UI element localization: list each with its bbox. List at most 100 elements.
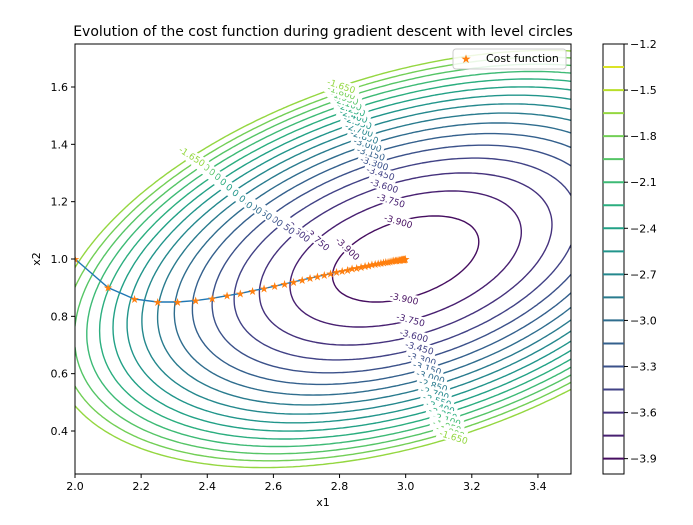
y-tick-label: 0.8: [51, 310, 69, 323]
contour-lines: [75, 49, 571, 469]
path-point: ★: [395, 254, 405, 267]
x-tick-label: 3.4: [529, 480, 547, 493]
path-point: ★: [270, 280, 280, 293]
path-point: ★: [103, 282, 113, 295]
path-point: ★: [396, 254, 406, 267]
path-point: ★: [397, 254, 407, 267]
contour-line: [86, 70, 571, 448]
contour-label-bg: [356, 152, 393, 174]
path-point: ★: [153, 296, 163, 309]
path-point: ★: [383, 256, 393, 269]
colorbar-tick-label: −2.4: [630, 222, 657, 235]
path-point: ★: [398, 253, 408, 266]
path-point: ★: [387, 255, 397, 268]
path-point: ★: [364, 259, 374, 272]
colorbar-tick-label: −2.7: [630, 268, 657, 281]
path-point: ★: [400, 253, 410, 266]
colorbar-frame: [602, 43, 625, 475]
path-point: ★: [393, 254, 403, 267]
path-point: ★: [379, 256, 389, 269]
y-tick-label: 1.6: [51, 81, 69, 94]
contour-line: [98, 78, 571, 440]
path-point: ★: [326, 268, 336, 281]
contour-label-bg: [174, 142, 210, 170]
x-tick-label: 2.4: [199, 480, 217, 493]
path-line: [75, 258, 406, 303]
colorbar-tick-label: −3.0: [630, 314, 657, 327]
y-axis-label: x2: [30, 252, 43, 266]
path-point: ★: [343, 264, 353, 277]
path-point: ★: [222, 290, 232, 303]
contour-labels: -3.900-3.900-3.900-3.750-3.750-3.750-3.6…: [174, 75, 472, 447]
x-axis-label: x1: [316, 496, 330, 509]
y-tick-label: 0.4: [51, 425, 69, 438]
path-point: ★: [392, 254, 402, 267]
path-point: ★: [332, 266, 342, 279]
colorbar-tick-label: −1.5: [630, 84, 657, 97]
colorbar-tick-label: −1.8: [630, 130, 657, 143]
path-point: ★: [356, 261, 366, 274]
contour-label-bg: [386, 289, 422, 308]
contour-label-bg: [435, 426, 472, 447]
path-point: ★: [248, 285, 258, 298]
path-point: ★: [367, 259, 377, 272]
path-point: ★: [173, 296, 183, 309]
y-tick-label: 1.0: [51, 253, 69, 266]
contour-label-bg: [396, 325, 432, 346]
y-axis-ticks: 0.4 0.6 0.8 1.0 1.2 1.4 1.6: [51, 81, 75, 438]
path-point: ★: [337, 265, 347, 278]
x-tick-label: 2.0: [66, 480, 84, 493]
contour-line: [75, 63, 571, 455]
contour-line: [233, 157, 571, 361]
contour-line: [191, 132, 571, 386]
colorbar-level-lines: [603, 66, 624, 460]
legend-entry-label: Cost function: [486, 52, 559, 65]
contour-label-bg: [392, 310, 429, 330]
contour-line: [75, 56, 571, 462]
contour-label: -3.900: [389, 292, 420, 308]
legend-marker-star: ★: [461, 52, 472, 66]
legend-box: [452, 48, 567, 70]
path-point: ★: [207, 292, 217, 305]
contour-line: [75, 49, 571, 469]
y-tick-label: 1.2: [51, 196, 69, 209]
path-point: ★: [319, 269, 329, 282]
path-point: ★: [399, 253, 409, 266]
chart-title: Evolution of the cost function during gr…: [73, 24, 573, 40]
colorbar-tick-label: −1.2: [630, 38, 657, 51]
colorbar-tick-label: −3.9: [630, 453, 657, 466]
path-point: ★: [280, 278, 290, 291]
path-point: ★: [130, 293, 140, 306]
contour-label-bg: [331, 232, 364, 265]
path-point: ★: [390, 254, 400, 267]
path-point: ★: [259, 283, 269, 296]
y-tick-label: 1.4: [51, 138, 69, 151]
path-point: ★: [381, 256, 391, 269]
contour-label-bg: [380, 210, 417, 232]
colorbar-ticks: −1.2 −1.5 −1.8 −2.1 −2.4 −2.7 −3.0 −3.3 −3.6 −3.9: [624, 38, 657, 466]
contour-label-group: -3.750: [392, 310, 429, 330]
path-point: ★: [373, 258, 383, 271]
path-point: ★: [400, 253, 410, 266]
contour-label-bg: [373, 190, 409, 211]
path-point: ★: [394, 254, 404, 267]
x-tick-label: 3.0: [397, 480, 415, 493]
x-tick-label: 3.2: [463, 480, 481, 493]
contour-line: [258, 172, 553, 346]
path-point: ★: [289, 276, 299, 289]
path-point: ★: [191, 295, 201, 308]
contour-line: [112, 86, 571, 432]
path-point: ★: [389, 255, 399, 268]
path-point: ★: [235, 287, 245, 300]
contour-label: -3.900: [383, 214, 414, 232]
colorbar-tick-label: −2.1: [630, 176, 657, 189]
path-point: ★: [352, 262, 362, 275]
contour-label-bg: [401, 337, 438, 358]
y-tick-label: 0.6: [51, 368, 69, 381]
path-point: ★: [385, 255, 395, 268]
path-point: ★: [70, 253, 80, 266]
gradient-descent-path: ★★★ ★ ★ ★ ★ ★ ★ ★ ★ ★ ★ ★★★★★★★★★★★★★★★★★★★★★★★★★★★…: [70, 253, 410, 309]
path-point: ★: [305, 272, 315, 285]
contour-label-group: -3.900: [380, 210, 417, 232]
